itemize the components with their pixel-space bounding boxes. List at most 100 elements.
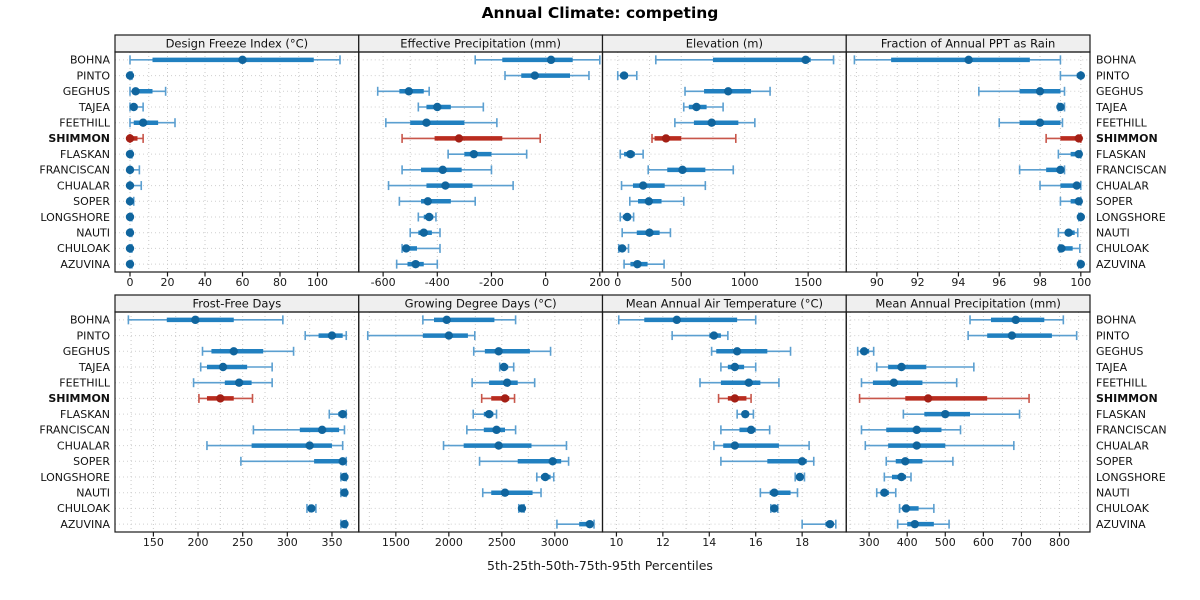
- site-label-left: FRANCISCAN: [39, 424, 110, 437]
- site-label-right: FRANCISCAN: [1096, 164, 1167, 177]
- site-label-left: GEGHUS: [63, 345, 110, 358]
- site-label-left: PINTO: [77, 329, 111, 342]
- tick-label: 300: [277, 536, 298, 549]
- site-label-right: FLASKAN: [1096, 408, 1146, 421]
- interval-bohna: [969, 315, 1065, 325]
- x-axis-caption: 5th-25th-50th-75th-95th Percentiles: [487, 558, 713, 573]
- interval-chualar: [1039, 181, 1082, 191]
- site-label-right: PINTO: [1096, 69, 1130, 82]
- tick-label: 100: [307, 276, 328, 289]
- site-label-left: PINTO: [77, 69, 111, 82]
- tick-label: 2500: [488, 536, 516, 549]
- site-label-left: TAJEA: [78, 361, 111, 374]
- interval-franciscan: [1018, 165, 1066, 175]
- tick-label: 300: [859, 536, 880, 549]
- x-axis: 1500 2000 2500 3000: [382, 532, 569, 549]
- interval-flaskan: [1057, 149, 1083, 159]
- interval-azuvina: [125, 259, 135, 269]
- interval-shimmon: [125, 133, 144, 143]
- interval-feethill: [129, 118, 176, 128]
- panel-fraction-of-annual-ppt-as-rain: Fraction of Annual PPT as Rain 90 92 94 96 98…: [845, 34, 1091, 289]
- tick-label: 800: [1049, 536, 1070, 549]
- figure-title: Annual Climate: competing: [481, 4, 719, 22]
- site-label-right: SHIMMON: [1096, 132, 1158, 145]
- site-label-left: CHULOAK: [57, 502, 111, 515]
- site-label-right: LONGSHORE: [1096, 211, 1166, 224]
- grid-lines: [602, 52, 847, 272]
- interval-feethill: [192, 378, 273, 388]
- interval-flaskan: [619, 149, 644, 159]
- site-label-right: FEETHILL: [1096, 117, 1148, 130]
- interval-longshore: [535, 472, 555, 482]
- interval-chuloak: [770, 503, 779, 513]
- interval-geghus: [684, 86, 771, 96]
- tick-label: 18: [795, 536, 809, 549]
- interval-feethill: [385, 118, 498, 128]
- interval-pinto: [671, 331, 729, 341]
- interval-shimmon: [480, 393, 516, 403]
- tick-label: 600: [973, 536, 994, 549]
- interval-soper: [720, 456, 815, 466]
- panel-growing-degree-days-c: Growing Degree Days (°C) 1500 2000 2500 3000: [358, 294, 604, 549]
- grid-lines: [115, 52, 359, 272]
- interval-azuvina: [1076, 259, 1086, 269]
- panel-title: Frost-Free Days: [193, 297, 282, 311]
- interval-geghus: [376, 86, 430, 96]
- tick-label: 92: [911, 276, 925, 289]
- tick-label: 3000: [541, 536, 569, 549]
- interval-nauti: [759, 488, 799, 498]
- site-label-right: TAJEA: [1095, 361, 1128, 374]
- interval-bohna: [127, 315, 284, 325]
- site-label-left: GEGHUS: [63, 85, 110, 98]
- interval-bohna: [129, 55, 341, 65]
- site-label-left: AZUVINA: [60, 518, 110, 531]
- site-label-left: SOPER: [73, 455, 110, 468]
- interval-chuloak: [125, 243, 135, 253]
- interval-soper: [885, 456, 954, 466]
- x-axis: 90 92 94 96 98 100: [870, 272, 1091, 289]
- tick-label: 150: [143, 536, 164, 549]
- interval-longshore: [794, 472, 806, 482]
- interval-chualar: [864, 441, 1015, 451]
- interval-longshore: [125, 212, 135, 222]
- interval-pinto: [1059, 71, 1086, 81]
- tick-label: 2000: [435, 536, 463, 549]
- interval-tajea: [417, 102, 485, 112]
- interval-flaskan: [902, 409, 1021, 419]
- tick-label: 500: [671, 276, 692, 289]
- interval-tajea: [682, 102, 724, 112]
- tick-label: 100: [1070, 276, 1091, 289]
- site-label-left: BOHNA: [70, 314, 111, 327]
- interval-chuloak: [1057, 243, 1081, 253]
- interval-feethill: [471, 378, 536, 388]
- interval-feethill: [998, 118, 1064, 128]
- panel-title: Effective Precipitation (mm): [400, 37, 561, 51]
- interval-azuvina: [340, 519, 349, 529]
- interval-shimmon: [401, 133, 542, 143]
- site-label-right: TAJEA: [1095, 101, 1128, 114]
- site-label-right: BOHNA: [1096, 54, 1137, 67]
- tick-label: 500: [935, 536, 956, 549]
- site-label-left: CHUALAR: [57, 179, 110, 192]
- interval-franciscan: [720, 425, 771, 435]
- x-axis: 300 400 500 600 700 800: [859, 532, 1070, 549]
- interval-bohna: [853, 55, 1062, 65]
- panel-title: Growing Degree Days (°C): [405, 297, 557, 311]
- site-label-right: FEETHILL: [1096, 377, 1148, 390]
- site-label-right: GEGHUS: [1096, 85, 1143, 98]
- interval-shimmon: [198, 393, 254, 403]
- site-label-left: TAJEA: [78, 101, 111, 114]
- interval-azuvina: [623, 259, 665, 269]
- tick-label: 0: [542, 276, 549, 289]
- interval-flaskan: [328, 409, 348, 419]
- tick-label: -200: [479, 276, 504, 289]
- panel-mean-annual-precipitation-mm: Mean Annual Precipitation (mm) 300 400 500 6…: [845, 294, 1091, 549]
- interval-tajea: [875, 362, 975, 372]
- interval-tajea: [1056, 102, 1066, 112]
- panel-title: Mean Annual Precipitation (mm): [875, 297, 1061, 311]
- interval-chuloak: [617, 243, 630, 253]
- panel-mean-annual-air-temperature-c: Mean Annual Air Temperature (°C) 10 12 14 16…: [601, 294, 847, 549]
- interval-flaskan: [125, 149, 135, 159]
- site-label-left: BOHNA: [70, 54, 111, 67]
